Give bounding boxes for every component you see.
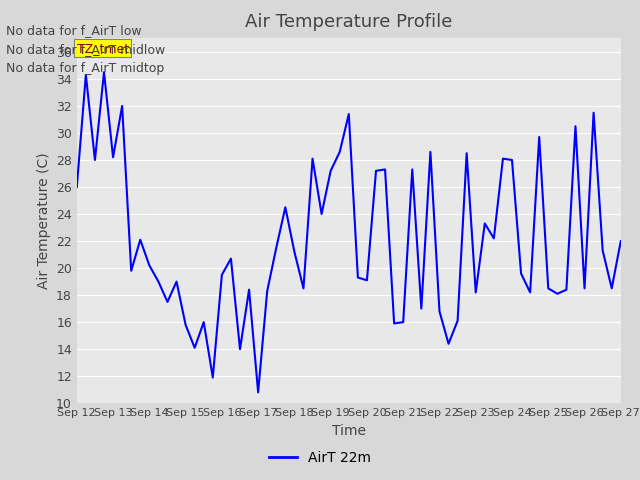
Text: No data for f_AirT midlow: No data for f_AirT midlow — [6, 43, 166, 56]
Text: No data for f_AirT low: No data for f_AirT low — [6, 24, 142, 37]
Text: TZ_tmet: TZ_tmet — [77, 42, 129, 55]
X-axis label: Time: Time — [332, 424, 366, 438]
Title: Air Temperature Profile: Air Temperature Profile — [245, 13, 452, 31]
Y-axis label: Air Temperature (C): Air Temperature (C) — [36, 153, 51, 289]
Text: No data for f_AirT midtop: No data for f_AirT midtop — [6, 62, 164, 75]
Legend: AirT 22m: AirT 22m — [264, 445, 376, 471]
